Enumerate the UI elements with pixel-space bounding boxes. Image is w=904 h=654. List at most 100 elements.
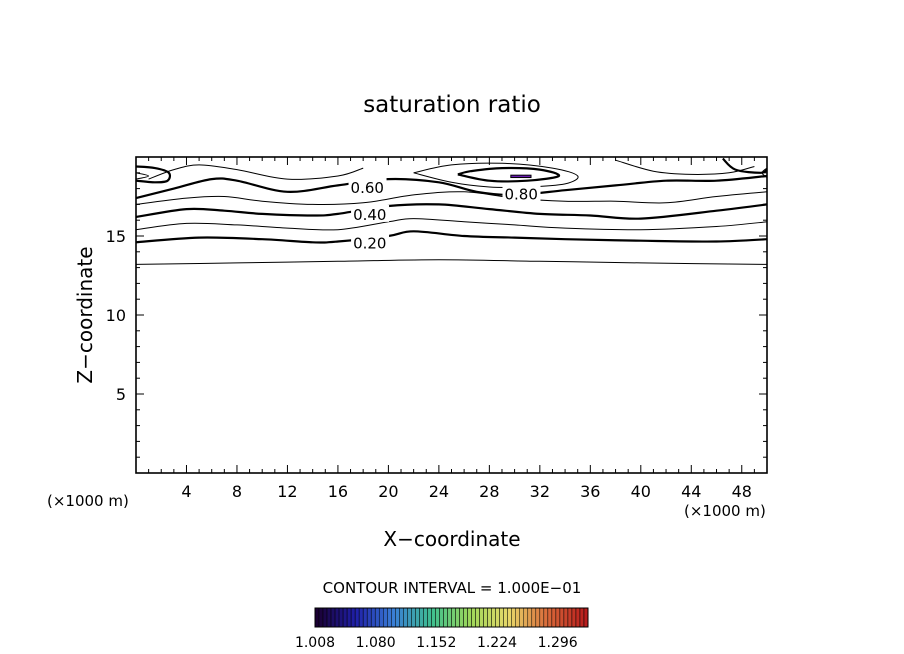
contour-line-5 <box>135 174 768 200</box>
colorbar-cell-26 <box>419 607 424 628</box>
contour-label-3: 0.80 <box>505 185 538 203</box>
contour-lines <box>135 157 768 265</box>
x-tick-label-36: 36 <box>580 482 600 501</box>
x-tick-label-12: 12 <box>277 482 297 501</box>
contour-line-7 <box>413 162 579 188</box>
colorbar-cell-38 <box>467 607 472 628</box>
colorbar-cell-6 <box>338 607 344 628</box>
colorbar-cell-65 <box>575 607 581 628</box>
chart-title: saturation ratio <box>363 92 541 118</box>
colorbar-cell-35 <box>455 607 460 628</box>
colorbar-cell-46 <box>499 607 504 628</box>
colorbar-cell-12 <box>362 607 368 628</box>
contour-line-10 <box>135 165 172 184</box>
colorbar-frame <box>314 607 589 628</box>
x-tick-label-28: 28 <box>479 482 499 501</box>
colorbar-cell-47 <box>503 607 508 628</box>
colorbar-cell-57 <box>543 607 549 628</box>
y-tick-label-5: 5 <box>116 385 126 404</box>
colorbar-cell-44 <box>491 607 496 628</box>
colorbar-cell-16 <box>378 607 384 628</box>
colorbar-cell-14 <box>370 607 376 628</box>
x-unit-label-left: (×1000 m) <box>47 492 129 510</box>
contour-label-bg-2 <box>351 233 390 251</box>
colorbar-cell-63 <box>567 607 573 628</box>
colorbar-cell-25 <box>415 607 420 628</box>
colorbar-cell-39 <box>471 607 476 628</box>
colorbar-cell-0 <box>314 607 320 628</box>
contour-line-3 <box>135 203 768 220</box>
colorbar-cell-41 <box>479 607 484 628</box>
colorbar-cell-8 <box>346 607 352 628</box>
contour-label-bg-3 <box>502 184 541 202</box>
contour-line-12 <box>135 172 150 180</box>
colorbar-label-3: 1.224 <box>477 635 517 651</box>
contour-label-0: 0.60 <box>351 179 384 197</box>
x-tick-label-24: 24 <box>429 482 449 501</box>
colorbar-cell-5 <box>334 607 340 628</box>
contour-label-bg-1 <box>351 204 390 222</box>
colorbar-cell-31 <box>439 607 444 628</box>
colorbar-cell-30 <box>435 607 440 628</box>
x-unit-label-right: (×1000 m) <box>684 502 766 520</box>
colorbar-cell-61 <box>559 607 565 628</box>
colorbar-cell-24 <box>411 607 416 628</box>
colorbar-cell-10 <box>354 607 360 628</box>
colorbar-cell-55 <box>535 607 541 628</box>
colorbar-cell-53 <box>527 607 533 628</box>
contour-line-11 <box>722 157 768 174</box>
x-tick-label-40: 40 <box>631 482 651 501</box>
colorbar-cell-27 <box>423 607 428 628</box>
x-tick-label-8: 8 <box>232 482 242 501</box>
x-axis-label: X−coordinate <box>383 527 520 551</box>
colorbar-cell-42 <box>483 607 488 628</box>
colorbar-cell-45 <box>495 607 500 628</box>
x-tick-label-48: 48 <box>732 482 752 501</box>
contour-line-8 <box>615 159 755 175</box>
colorbar-cell-15 <box>374 607 380 628</box>
colorbar-cell-19 <box>391 607 396 628</box>
x-tick-label-32: 32 <box>530 482 550 501</box>
colorbar-cell-33 <box>447 607 452 628</box>
colorbar-cell-59 <box>551 607 557 628</box>
colorbar-cell-54 <box>531 607 537 628</box>
colorbar-cell-60 <box>555 607 561 628</box>
colorbar-cell-11 <box>358 607 364 628</box>
colorbar-cell-17 <box>383 607 388 628</box>
colorbar-label-0: 1.008 <box>295 635 335 651</box>
colorbar-label-1: 1.080 <box>356 635 396 651</box>
colorbar-cell-56 <box>539 607 545 628</box>
y-axis-label: Z−coordinate <box>73 246 97 383</box>
colorbar-cell-4 <box>330 607 336 628</box>
colorbar-cell-49 <box>511 607 516 628</box>
colorbar-cell-20 <box>395 607 400 628</box>
contour-line-6 <box>148 164 364 180</box>
colorbar-cell-22 <box>403 607 408 628</box>
colorbar-cell-58 <box>547 607 553 628</box>
colorbar-cell-36 <box>459 607 464 628</box>
contour-labels: 0.60 0.40 0.20 0.80 <box>348 178 541 252</box>
contour-line-1 <box>135 230 768 244</box>
contour-line-4 <box>135 191 768 206</box>
colorbar-cell-7 <box>342 607 348 628</box>
colorbar-cell-50 <box>515 607 520 628</box>
colorbar-cell-37 <box>463 607 468 628</box>
y-tick-label-10: 10 <box>106 306 126 325</box>
colorbar-cell-66 <box>579 607 585 628</box>
contour-line-9 <box>457 166 561 183</box>
colorbar-cell-1 <box>318 607 324 628</box>
colorbar-cell-18 <box>387 607 392 628</box>
colorbar-cell-32 <box>443 607 448 628</box>
x-tick-label-20: 20 <box>378 482 398 501</box>
colorbar-cell-62 <box>563 607 569 628</box>
colorbar-cell-64 <box>571 607 577 628</box>
colorbar-cell-29 <box>431 607 436 628</box>
colorbar-cell-40 <box>475 607 480 628</box>
contour-line-13 <box>761 167 768 178</box>
colorbar-label-4: 1.296 <box>538 635 578 651</box>
colorbar-cell-23 <box>407 607 412 628</box>
colorbar-cell-67 <box>583 607 589 628</box>
x-tick-label-4: 4 <box>181 482 191 501</box>
